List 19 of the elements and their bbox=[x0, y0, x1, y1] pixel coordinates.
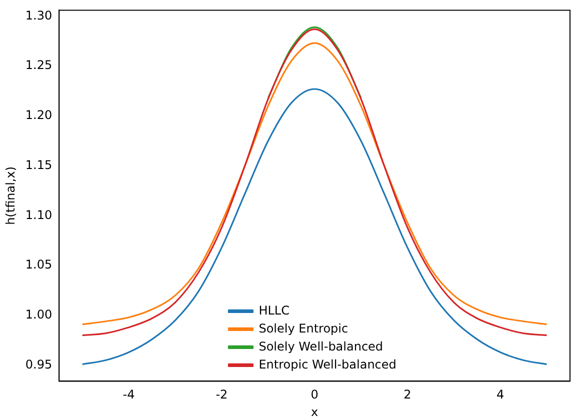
x-tick-label: -4 bbox=[122, 388, 135, 402]
x-axis-title: x bbox=[311, 404, 318, 419]
x-tick-label: 0 bbox=[310, 388, 318, 402]
x-tick-label: 2 bbox=[404, 388, 412, 402]
y-axis-title: h(tfinal,x) bbox=[3, 166, 18, 225]
y-tick-label: 1.25 bbox=[25, 58, 52, 72]
x-tick-label: -2 bbox=[216, 388, 228, 402]
legend-label: Solely Entropic bbox=[258, 321, 348, 336]
y-tick-label: 1.20 bbox=[25, 108, 52, 122]
y-tick-label: 1.00 bbox=[25, 308, 52, 322]
legend-label: HLLC bbox=[258, 303, 290, 318]
y-tick-label: 1.15 bbox=[25, 158, 52, 172]
y-tick-label: 1.05 bbox=[25, 258, 52, 272]
legend-label: Solely Well-balanced bbox=[258, 339, 384, 354]
legend-label: Entropic Well-balanced bbox=[258, 357, 396, 372]
y-tick-label: 1.30 bbox=[25, 8, 52, 22]
x-tick-label: 4 bbox=[496, 388, 504, 402]
y-tick-label: 0.95 bbox=[25, 357, 52, 372]
y-tick-label: 1.10 bbox=[25, 208, 52, 222]
